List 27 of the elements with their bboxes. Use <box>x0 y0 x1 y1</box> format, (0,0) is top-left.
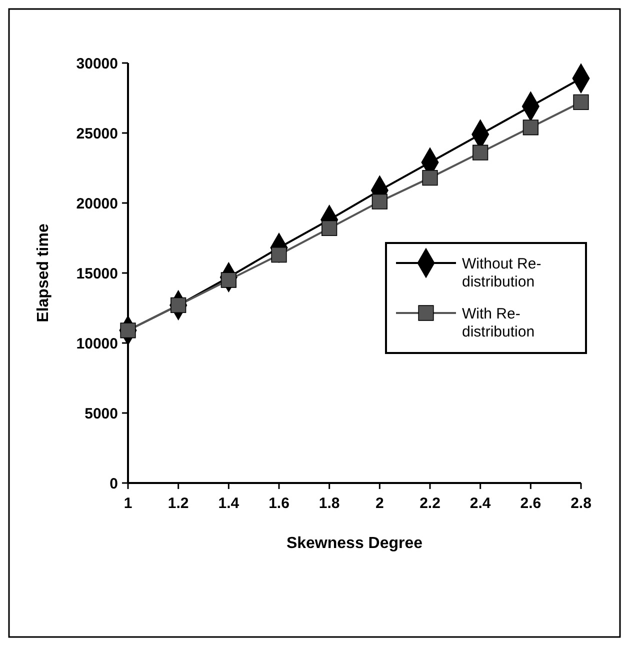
y-tick-label: 30000 <box>76 55 118 72</box>
x-tick-label: 1.2 <box>168 495 189 512</box>
x-axis-title: Skewness Degree <box>286 535 423 552</box>
y-tick-label: 0 <box>110 475 118 492</box>
point <box>322 220 338 236</box>
x-tick-label: 2.2 <box>420 495 440 512</box>
x-tick-label: 2.6 <box>520 495 542 512</box>
y-tick-label: 15000 <box>76 265 118 282</box>
y-tick-label: 20000 <box>76 195 118 212</box>
y-tick-label: 25000 <box>76 125 118 142</box>
y-tick-label: 5000 <box>84 405 118 422</box>
x-tick-label: 2.8 <box>570 495 592 512</box>
x-tick-label: 2.4 <box>470 495 492 512</box>
x-tick-label: 2 <box>375 495 384 512</box>
x-tick-label: 1 <box>124 495 132 512</box>
legend-label: With Re-distribution <box>462 305 535 340</box>
x-tick-label: 1.8 <box>318 495 340 512</box>
y-axis-title: Elapsed time <box>35 224 52 322</box>
point <box>573 94 589 110</box>
point <box>422 170 438 186</box>
x-tick-label: 1.6 <box>268 495 290 512</box>
legend-label: Without Re-distribution <box>462 255 542 290</box>
point <box>372 194 388 210</box>
y-tick-label: 10000 <box>76 335 118 352</box>
point <box>472 144 488 160</box>
x-tick-label: 1.4 <box>218 495 240 512</box>
point <box>522 120 538 136</box>
